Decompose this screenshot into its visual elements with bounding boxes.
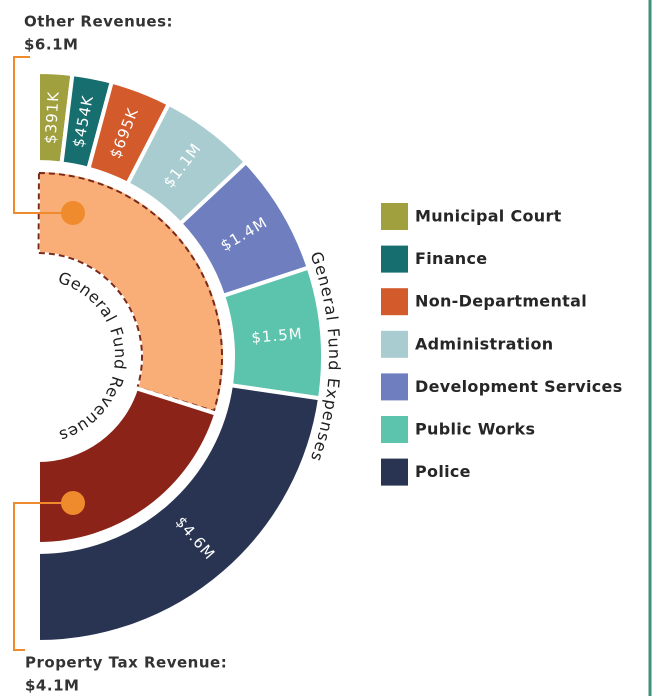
legend-swatch <box>381 288 408 316</box>
callout-line <box>13 502 73 651</box>
legend-swatch <box>381 203 408 230</box>
ring-segment <box>36 167 227 417</box>
legend-label: Public Works <box>415 420 535 439</box>
callout-dot <box>61 201 85 225</box>
legend-swatch <box>381 330 408 358</box>
legend: Municipal Court Finance Non-Departmental Ad… <box>381 203 623 486</box>
legend-swatch <box>381 373 408 401</box>
highlight-outline <box>37 171 223 413</box>
legend-swatch <box>381 416 408 443</box>
value-label: $1.5M <box>251 325 304 347</box>
legend-label: Development Services <box>415 377 623 396</box>
legend-label: Non-Departmental <box>415 292 587 311</box>
callout-value: $6.1M <box>24 36 78 54</box>
legend-swatch <box>381 245 408 273</box>
legend-label: Finance <box>415 249 487 268</box>
legend-label: Police <box>415 462 471 481</box>
legend-swatch <box>381 458 408 486</box>
callout-category: Property Tax Revenue: <box>25 654 227 672</box>
ring-segment <box>36 383 323 645</box>
value-label: $391K <box>41 90 62 144</box>
legend-label: Municipal Court <box>415 207 562 226</box>
callout-line <box>13 56 73 214</box>
legend-label: Administration <box>415 334 553 353</box>
callout-value: $4.1M <box>25 677 79 695</box>
rings: $391K $454K $695K$1.1M$1.4M$1.5M$4.6M <box>36 69 325 645</box>
callout-dot <box>61 491 85 515</box>
callout-category: Other Revenues: <box>24 13 173 31</box>
